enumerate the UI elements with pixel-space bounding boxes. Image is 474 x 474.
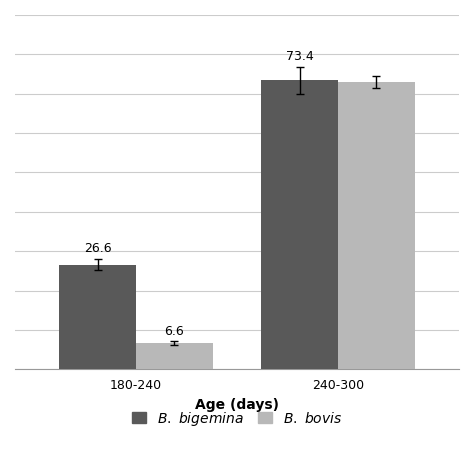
Text: 6.6: 6.6 [164, 325, 184, 338]
Bar [59, 264, 136, 369]
Bar [338, 82, 415, 369]
Bar [136, 343, 213, 369]
Bar [261, 80, 338, 369]
Legend: $\it{B.}$ $\it{bigemina}$, $\it{B.}$ $\it{bovis}$: $\it{B.}$ $\it{bigemina}$, $\it{B.}$ $\i… [127, 404, 347, 433]
X-axis label: Age (days): Age (days) [195, 398, 279, 411]
Text: 73.4: 73.4 [286, 50, 313, 64]
Text: 26.6: 26.6 [84, 243, 111, 255]
